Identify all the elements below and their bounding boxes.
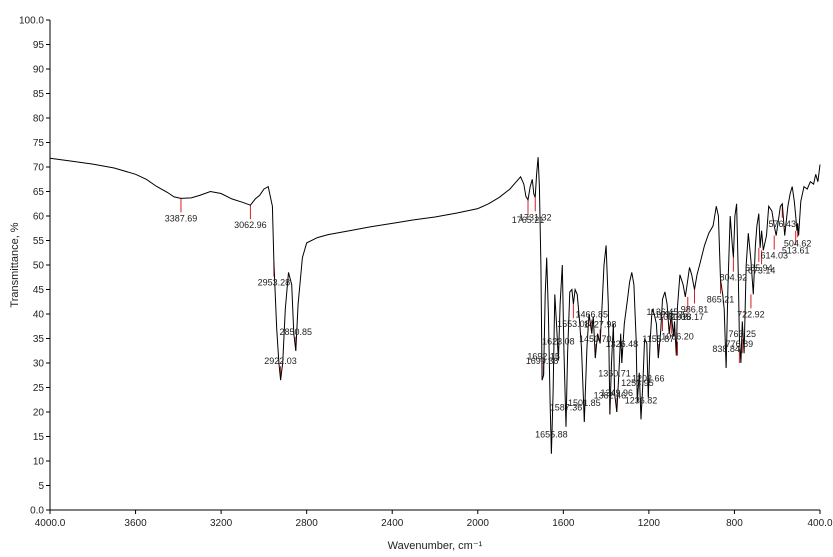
peak-label: 1765.21 bbox=[512, 215, 545, 225]
peak-label: 1382.46 bbox=[594, 390, 627, 400]
peak-label: 3387.69 bbox=[165, 213, 198, 223]
peak-label: 2953.28 bbox=[258, 278, 291, 288]
peak-label: 614.03 bbox=[760, 251, 788, 261]
peak-label: 1095.25 bbox=[655, 310, 688, 320]
peak-label: 1236.82 bbox=[625, 395, 658, 405]
y-tick-label: 95 bbox=[33, 40, 45, 51]
y-tick-label: 80 bbox=[33, 114, 45, 125]
peak-label: 1080.05 bbox=[658, 312, 691, 322]
y-tick-label: 35 bbox=[33, 334, 45, 345]
peak-label: 804.92 bbox=[720, 273, 748, 283]
peak-label: 685.94 bbox=[745, 263, 773, 273]
peak-label: 513.61 bbox=[782, 246, 810, 256]
peak-label: 1253.95 bbox=[621, 378, 654, 388]
x-tick-label: 2400 bbox=[381, 518, 404, 529]
y-tick-label: 0.0 bbox=[30, 506, 44, 517]
y-tick-label: 15 bbox=[33, 432, 45, 443]
peak-label: 1553.08 bbox=[557, 319, 590, 329]
peak-label: 504.62 bbox=[784, 238, 812, 248]
x-axis-ticks: 4000.0 3600 3200 2800 2400 2000 1600 1200 800 400… bbox=[35, 510, 833, 529]
peak-label: 763.25 bbox=[729, 329, 757, 339]
x-tick-label: 2800 bbox=[296, 518, 319, 529]
peak-label: 1066.20 bbox=[661, 332, 694, 342]
spectrum-line bbox=[49, 157, 821, 454]
peak-label: 1349.96 bbox=[601, 388, 634, 398]
y-axis-ticks: 0.0 5 10 15 20 25 30 35 40 45 50 55 60 65 70 75 80 85 90 95… bbox=[19, 16, 50, 517]
y-tick-label: 90 bbox=[33, 65, 45, 76]
y-tick-label: 45 bbox=[33, 285, 45, 296]
peak-label: 1501.85 bbox=[568, 398, 601, 408]
x-tick-label: 1200 bbox=[638, 518, 661, 529]
y-tick-label: 25 bbox=[33, 383, 45, 394]
peak-label: 1587.36 bbox=[550, 403, 583, 413]
peak-label: 865.21 bbox=[707, 295, 735, 305]
peak-label: 722.92 bbox=[737, 309, 765, 319]
peak-label: 673.14 bbox=[748, 265, 776, 275]
peak-label: 1155.87 bbox=[642, 334, 674, 344]
peak-label: 986.81 bbox=[681, 305, 709, 315]
x-tick-label: 4000.0 bbox=[35, 518, 66, 529]
peak-label: 3062.96 bbox=[234, 220, 267, 230]
x-tick-label: 1600 bbox=[552, 518, 575, 529]
x-tick-label: 2000 bbox=[467, 518, 490, 529]
peak-label: 2922.03 bbox=[264, 356, 297, 366]
x-axis-title: Wavenumber, cm⁻¹ bbox=[388, 540, 483, 552]
peak-label: 576.43 bbox=[768, 219, 796, 229]
peak-labels: 3387.69 3062.96 2953.28 2922.03 2850.85 1765.… bbox=[165, 212, 812, 439]
peak-label: 1692.15 bbox=[527, 351, 560, 361]
y-tick-label: 60 bbox=[33, 212, 45, 223]
y-tick-label: 5 bbox=[38, 481, 44, 492]
y-tick-label: 40 bbox=[33, 310, 45, 321]
x-tick-label: 800 bbox=[726, 518, 743, 529]
y-tick-label: 10 bbox=[33, 457, 45, 468]
peak-label: 2850.85 bbox=[280, 327, 313, 337]
x-tick-label: 3600 bbox=[124, 518, 147, 529]
peak-label: 1655.88 bbox=[535, 430, 568, 440]
y-tick-label: 75 bbox=[33, 138, 45, 149]
x-tick-label: 3200 bbox=[210, 518, 233, 529]
peak-label: 1623.08 bbox=[542, 337, 575, 347]
y-tick-label: 65 bbox=[33, 187, 45, 198]
peak-label: 1427.98 bbox=[584, 319, 617, 329]
peak-label: 1731.32 bbox=[519, 212, 552, 222]
peak-label: 1136.45 bbox=[647, 307, 679, 317]
peak-label: 838.84 bbox=[712, 344, 740, 354]
y-tick-label: 50 bbox=[33, 261, 45, 272]
peak-label: 1202.66 bbox=[632, 373, 665, 383]
y-tick-label: 20 bbox=[33, 408, 45, 419]
y-tick-label: 85 bbox=[33, 89, 45, 100]
y-tick-label: 30 bbox=[33, 359, 45, 370]
y-tick-label: 100.0 bbox=[19, 16, 44, 27]
peak-label: 1450.70 bbox=[579, 334, 612, 344]
peak-label: 1466.85 bbox=[576, 310, 609, 320]
peak-label: 1360.71 bbox=[598, 368, 631, 378]
x-tick-label: 400.0 bbox=[807, 518, 832, 529]
y-tick-label: 70 bbox=[33, 163, 45, 174]
peak-label: 776.89 bbox=[726, 339, 754, 349]
peak-label: 1699.38 bbox=[526, 356, 559, 366]
peak-label: 1018.17 bbox=[672, 312, 705, 322]
y-tick-label: 55 bbox=[33, 236, 45, 247]
y-axis-title: Transmittance, % bbox=[9, 222, 21, 307]
peak-label: 1326.48 bbox=[606, 339, 639, 349]
